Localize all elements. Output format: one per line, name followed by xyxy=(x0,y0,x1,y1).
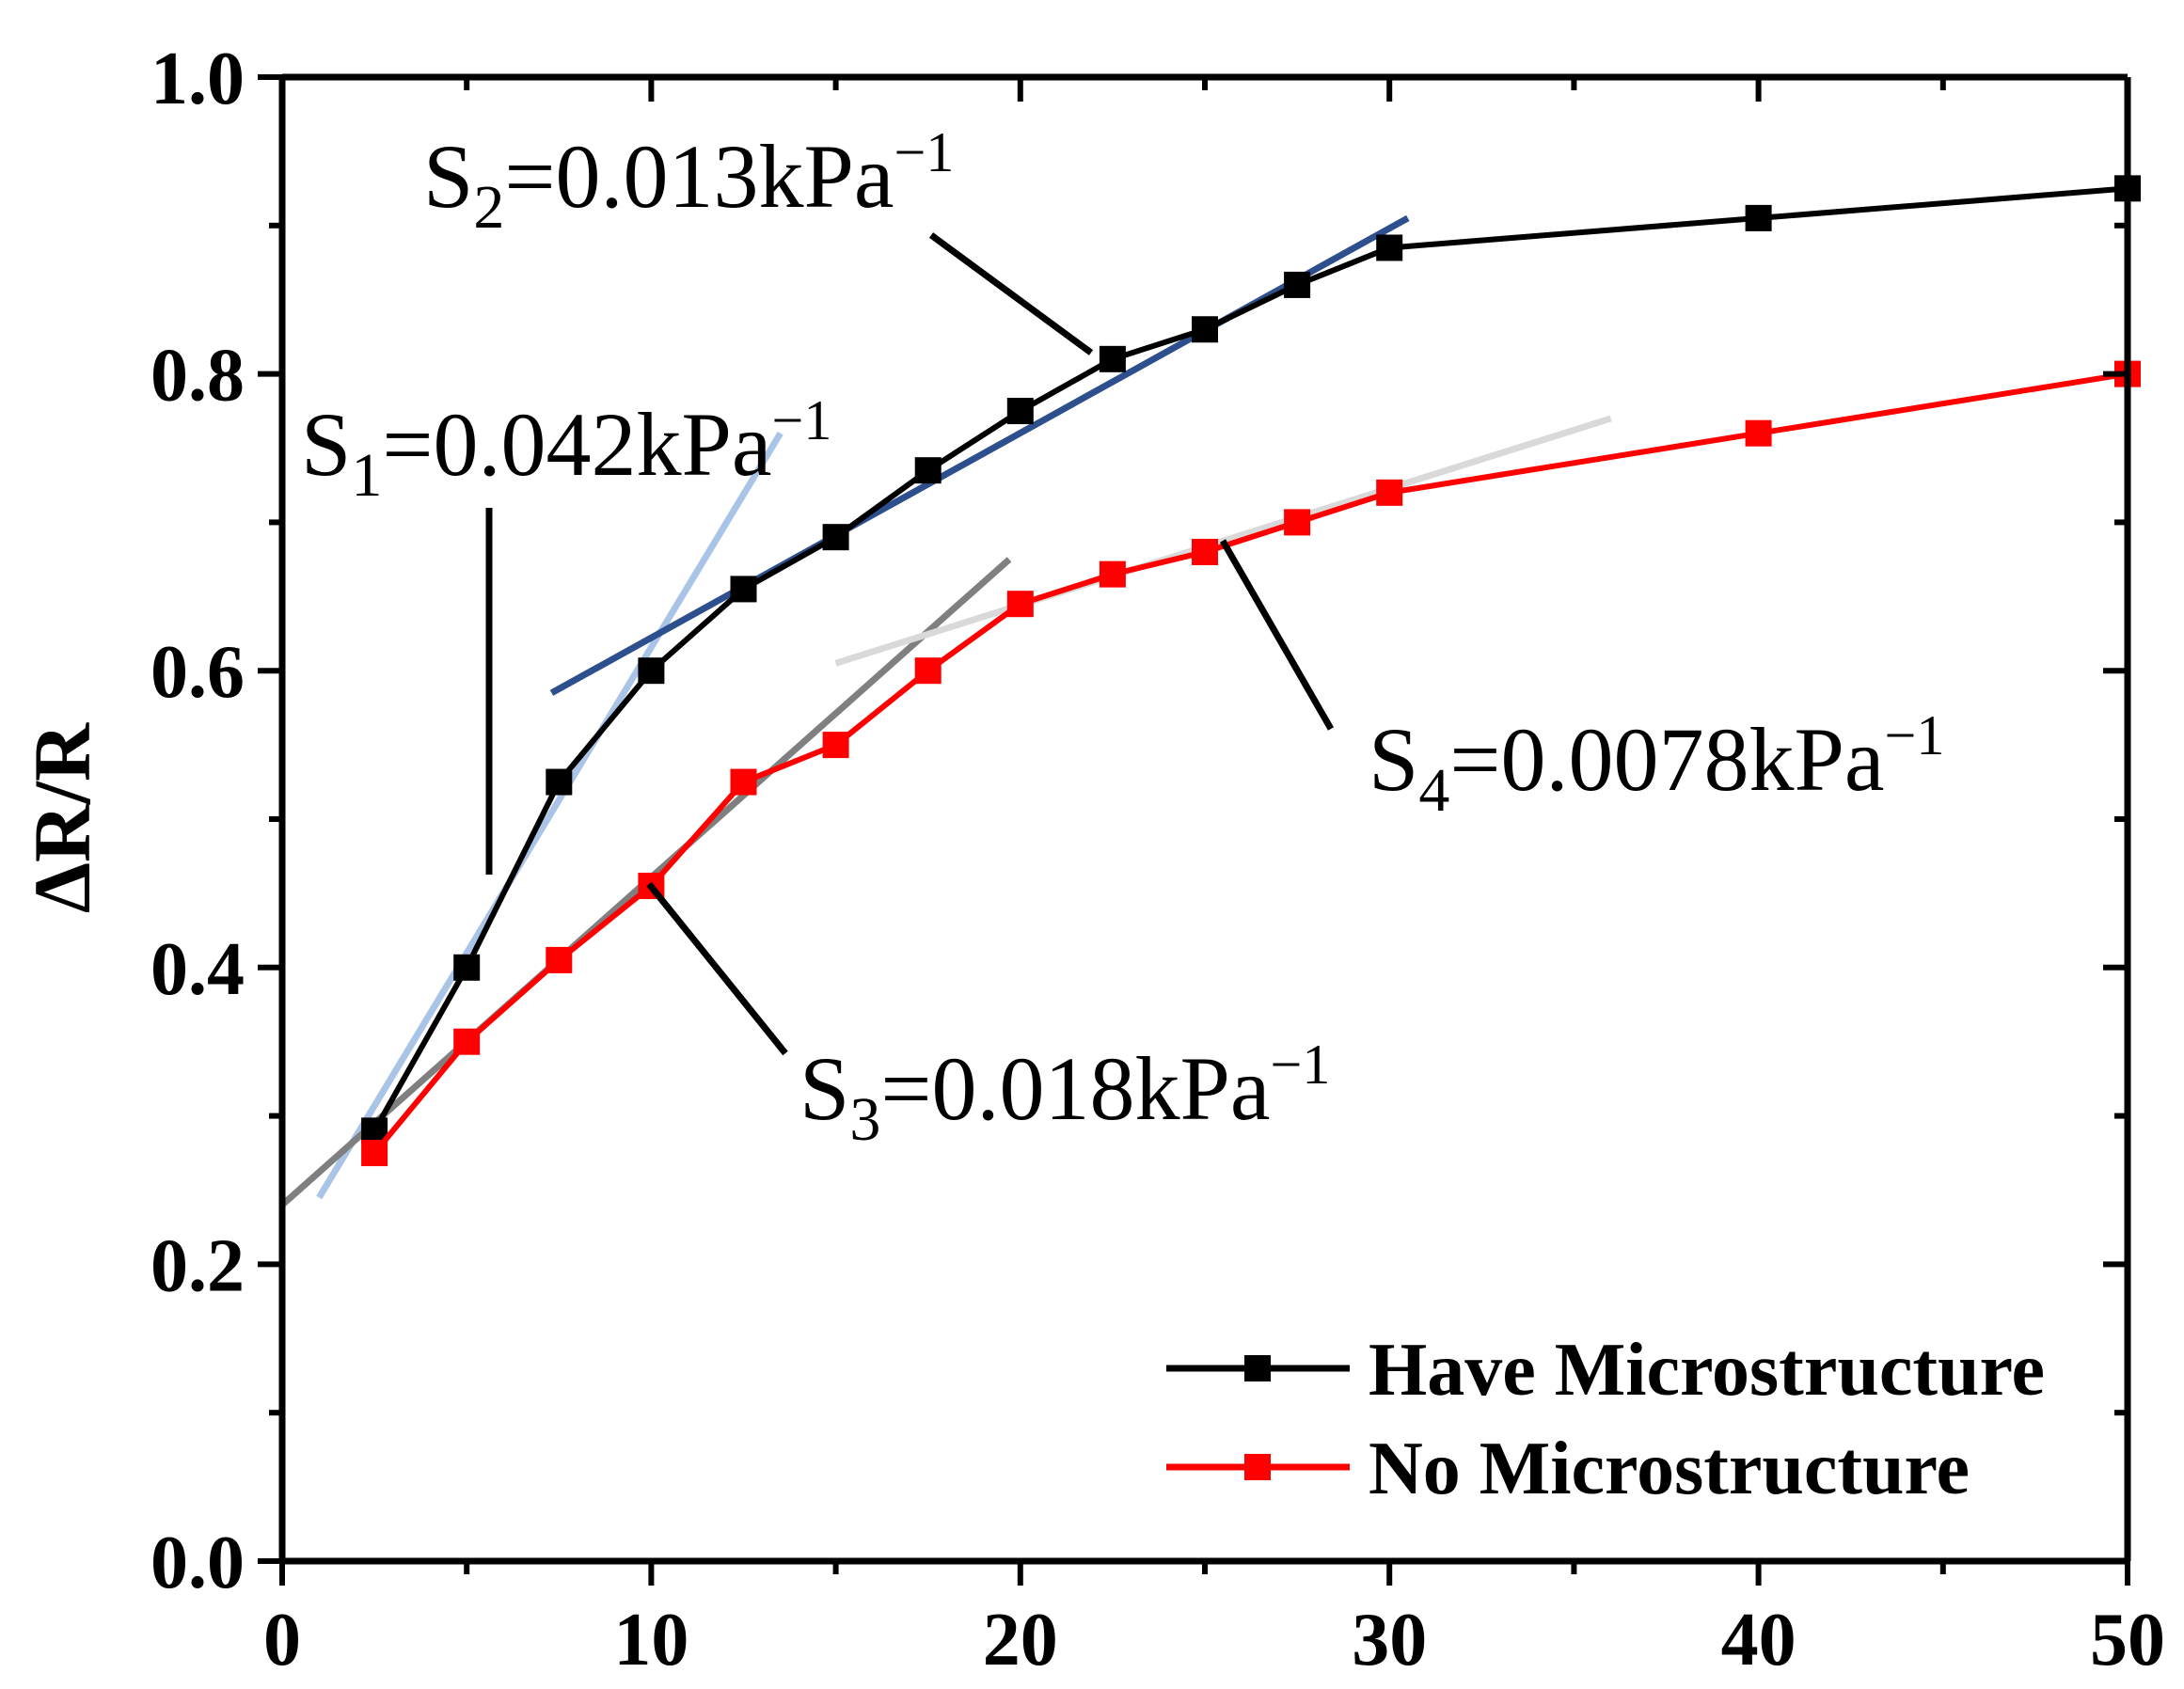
data-point-have xyxy=(1745,204,1772,231)
y-tick-label: 0.0 xyxy=(150,1522,245,1604)
data-point-no xyxy=(1099,560,1126,588)
x-tick-label: 0 xyxy=(263,1599,301,1681)
data-point-no xyxy=(730,768,757,796)
annotation-leader-s4 xyxy=(1219,539,1335,731)
x-tick-label: 30 xyxy=(1352,1599,1427,1681)
data-point-no xyxy=(822,732,849,759)
annotations: S1=0.042kPa−1 S2=0.013kPa−1 S3=0.018kPa−1 S… xyxy=(301,121,1944,1154)
data-point-have xyxy=(730,576,757,603)
data-point-have xyxy=(1376,234,1403,261)
annotation-leader-s3 xyxy=(646,881,788,1056)
y-tick-label: 0.6 xyxy=(150,631,245,714)
data-point-no xyxy=(1006,591,1034,618)
legend-item-no-microstructure: No Microstructure xyxy=(1166,1428,1970,1510)
data-point-have xyxy=(1006,398,1034,425)
y-tick-label: 0.4 xyxy=(150,928,245,1011)
data-point-have xyxy=(453,954,481,981)
annotation-s2: S2=0.013kPa−1 xyxy=(423,121,954,242)
annotation-leader-s2 xyxy=(928,232,1094,355)
data-point-no xyxy=(361,1140,388,1167)
x-tick-label: 10 xyxy=(613,1599,688,1681)
x-tick-label: 20 xyxy=(983,1599,1058,1681)
annotation-s3: S3=0.018kPa−1 xyxy=(799,1034,1330,1154)
annotation-s1: S1=0.042kPa−1 xyxy=(301,389,831,510)
data-series xyxy=(361,175,2141,1167)
data-point-have xyxy=(1099,345,1126,372)
data-point-have xyxy=(914,457,942,484)
legend-item-have-microstructure: Have Microstructure xyxy=(1166,1329,2045,1412)
fit-line-s1 xyxy=(316,431,783,1200)
legend-marker xyxy=(1244,1355,1271,1381)
data-point-have xyxy=(1192,316,1218,343)
data-point-have xyxy=(638,657,665,685)
x-tick-label: 40 xyxy=(1721,1599,1796,1681)
legend-marker xyxy=(1244,1454,1271,1480)
annotation-s4: S4=0.0078kPa−1 xyxy=(1369,704,1944,825)
y-axis-title: ΔR/R xyxy=(17,722,107,913)
y-tick-label: 0.8 xyxy=(150,335,245,418)
data-point-have xyxy=(1284,271,1311,298)
legend-label: No Microstructure xyxy=(1369,1428,1970,1510)
x-tick-label: 50 xyxy=(2090,1599,2165,1681)
y-tick-label: 0.2 xyxy=(150,1224,245,1307)
legend-label: Have Microstructure xyxy=(1369,1329,2045,1412)
axes: 0 10 20 30 40 50 0.0 0.2 0.4 0.6 0.8 1.0 xyxy=(150,38,2165,1681)
y-tick-label: 1.0 xyxy=(150,38,245,120)
data-point-no xyxy=(1284,509,1311,536)
series-line-no-microstructure xyxy=(372,371,2129,1155)
data-point-no xyxy=(1745,419,1772,447)
data-point-have xyxy=(546,768,573,796)
data-point-no xyxy=(546,946,573,973)
data-point-no xyxy=(1192,538,1218,565)
legend: Have Microstructure No Microstructure xyxy=(1166,1329,2045,1510)
data-point-no xyxy=(914,657,942,685)
data-point-no xyxy=(1376,479,1403,506)
series-line-have-microstructure xyxy=(372,185,2129,1132)
data-point-have xyxy=(822,524,849,551)
data-point-no xyxy=(453,1028,481,1055)
